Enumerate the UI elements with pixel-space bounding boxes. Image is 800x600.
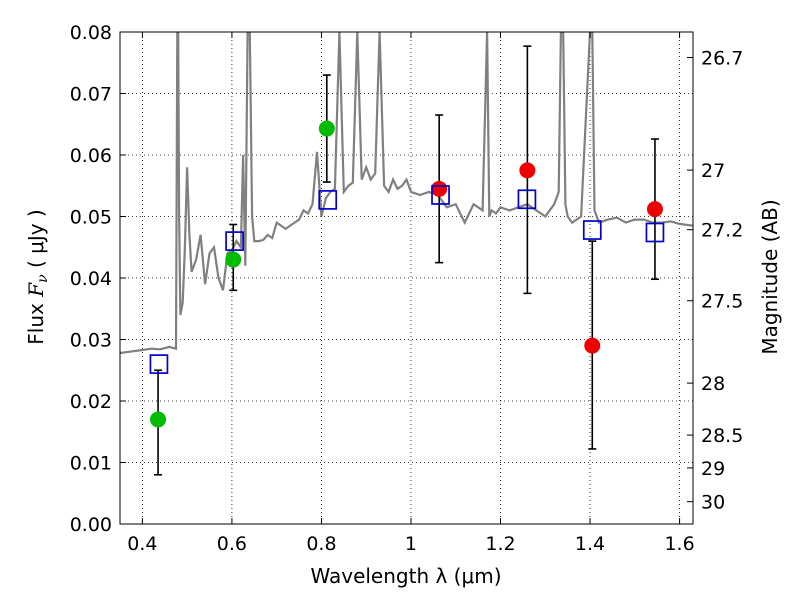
green-data-point <box>150 411 167 428</box>
axis-ticks: 0.4 0.6 0.8 1 1.2 1.4 1.6 0.00 0.01 0.02 0.03 0.04 0… <box>70 22 744 555</box>
red-data-point <box>431 180 448 197</box>
y2-tick-label: 28 <box>701 373 725 395</box>
y2-tick-label: 30 <box>701 492 725 514</box>
x-tick-label: 1.4 <box>575 533 605 555</box>
spectrum-line <box>120 32 693 355</box>
y-tick-label: 0.07 <box>70 84 112 106</box>
y-tick-label: 0.00 <box>70 514 112 536</box>
y-axis-label-prefix: Flux <box>24 297 48 345</box>
y2-tick-label: 27.2 <box>701 220 743 242</box>
y-tick-label: 0.06 <box>70 145 112 167</box>
spectrum-layer <box>120 32 693 355</box>
y-tick-label: 0.08 <box>70 22 112 44</box>
red-data-point <box>646 201 663 218</box>
y-tick-label: 0.02 <box>70 391 112 413</box>
x-tick-label: 0.4 <box>127 533 157 555</box>
y2-tick-label: 26.7 <box>701 47 743 69</box>
x-axis-label: Wavelength λ (μm) <box>310 564 501 588</box>
y-axis-label-symbol: F <box>24 282 48 298</box>
red-data-point <box>519 162 536 179</box>
model-flux-square <box>431 185 450 205</box>
x-tick-label: 0.6 <box>217 533 247 555</box>
y-tick-label: 0.04 <box>70 268 112 290</box>
y2-tick-label: 29 <box>701 458 725 480</box>
y-axis-label-subscript: ν <box>35 274 51 283</box>
model-flux-square <box>582 220 602 240</box>
y-axis-label: Flux Fν ( μJy ) <box>24 209 51 344</box>
marker-layer <box>149 120 665 428</box>
x-tick-label: 1 <box>405 533 417 555</box>
y-tick-label: 0.05 <box>70 207 112 229</box>
y-axis-label-unit: ( μJy ) <box>24 209 48 274</box>
model-flux-square <box>225 231 244 251</box>
x-tick-label: 0.8 <box>306 533 336 555</box>
y2-tick-label: 28.5 <box>701 425 743 447</box>
y2-tick-label: 27.5 <box>701 291 743 313</box>
x-tick-label: 1.2 <box>485 533 515 555</box>
model-flux-square <box>645 222 665 243</box>
red-data-point <box>584 337 601 354</box>
y2-axis-label: Magnitude (AB) <box>758 199 782 354</box>
green-data-point <box>318 120 335 137</box>
y-tick-label: 0.01 <box>70 453 112 475</box>
model-flux-square <box>318 190 338 210</box>
green-data-point <box>225 251 242 268</box>
y-tick-label: 0.03 <box>70 330 112 352</box>
y2-tick-label: 27 <box>701 160 725 182</box>
x-tick-label: 1.6 <box>664 533 694 555</box>
model-flux-square <box>149 354 169 374</box>
model-flux-square <box>517 189 537 210</box>
